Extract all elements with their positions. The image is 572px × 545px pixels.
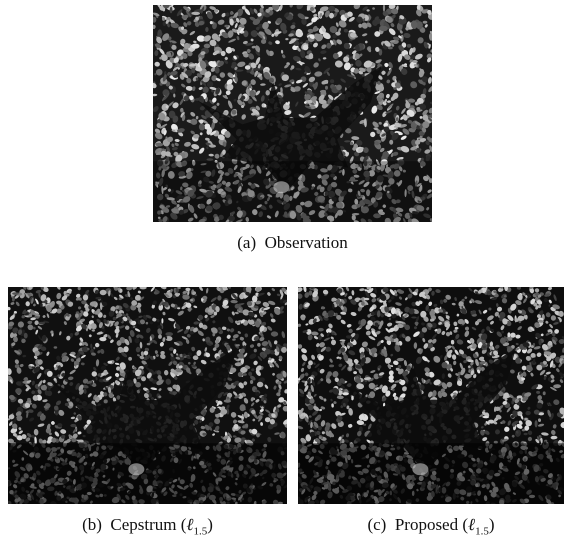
panel-c-title: Proposed — [394, 515, 459, 534]
panel-a-title: Observation — [264, 233, 348, 252]
panel-c-image — [298, 287, 564, 504]
panel-b-title: Cepstrum — [110, 515, 177, 534]
proposed-restored-image — [298, 287, 564, 504]
panel-b-label: (b) — [82, 515, 102, 534]
panel-b-caption: (b) Cepstrum (ℓ1.5) — [82, 515, 213, 538]
panel-b-norm-subscript: 1.5 — [193, 525, 208, 538]
panel-c-norm-subscript: 1.5 — [475, 525, 489, 538]
panel-a-caption: (a) Observation — [153, 233, 432, 253]
panel-c-label: (c) — [367, 515, 387, 534]
panel-a-label: (a) — [237, 233, 257, 252]
panel-b-norm-symbol: ℓ — [186, 515, 194, 534]
panel-a-image — [153, 5, 432, 222]
observation-ultrasound-image — [153, 5, 432, 222]
panel-b-image — [8, 287, 287, 504]
panel-c-norm-symbol: ℓ — [468, 515, 476, 534]
panel-c-caption: (c) Proposed (ℓ1.5) — [367, 515, 495, 538]
cepstrum-restored-image — [8, 287, 287, 504]
